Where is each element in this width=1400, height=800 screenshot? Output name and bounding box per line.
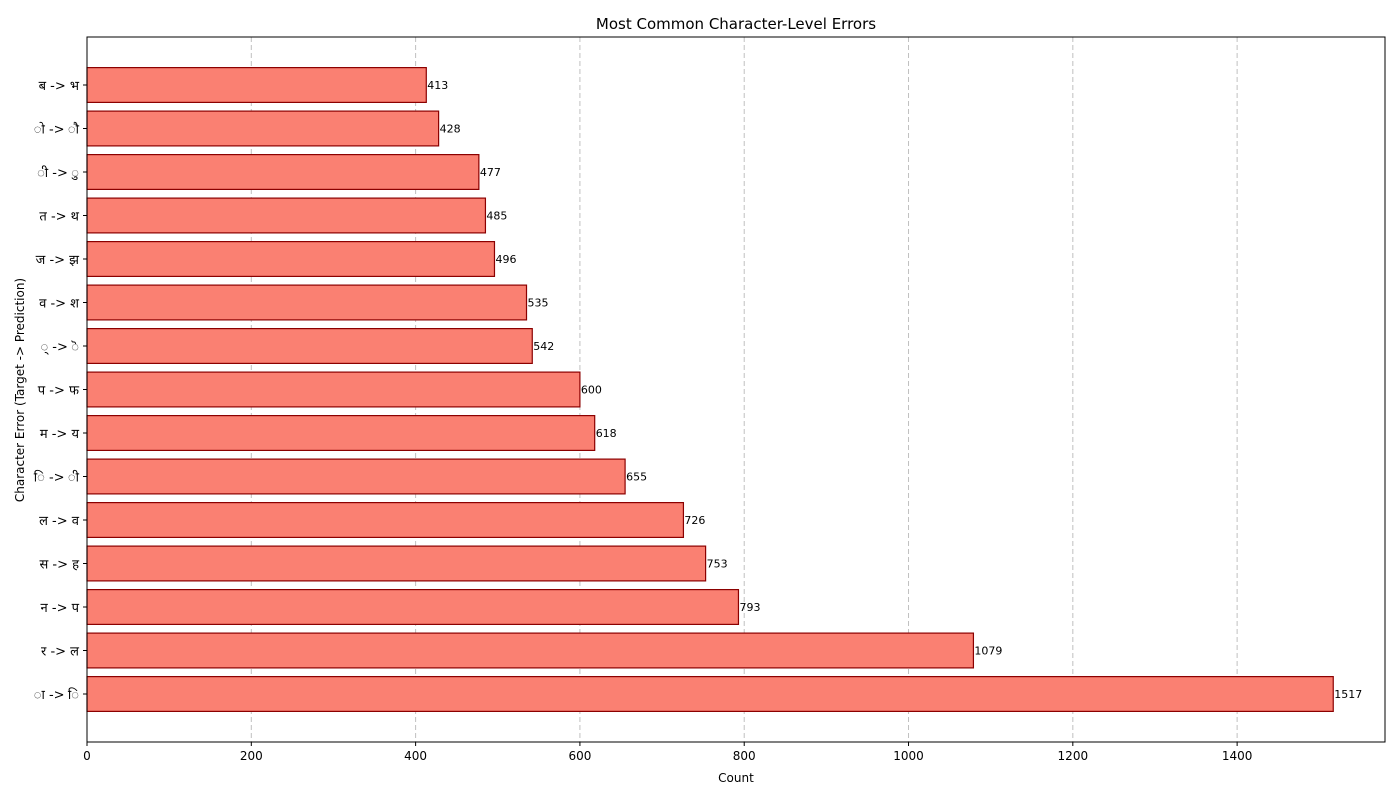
bar <box>86 588 740 625</box>
bar <box>86 502 685 539</box>
bar-value-label: 753 <box>707 558 728 571</box>
bar <box>86 284 528 321</box>
bar-value-label: 655 <box>626 471 647 484</box>
category-label: ज -> झ <box>36 253 80 268</box>
bar <box>86 197 487 234</box>
chart-title: Most Common Character-Level Errors <box>596 15 876 33</box>
bar <box>86 632 975 669</box>
x-tick-label: 1200 <box>1058 749 1089 763</box>
bar-value-label: 618 <box>596 427 617 440</box>
bar <box>86 328 533 365</box>
category-label: ब -> भ <box>39 79 80 94</box>
bar-value-label: 413 <box>427 79 448 92</box>
x-axis-label: Count <box>718 771 754 785</box>
category-label: ी -> ु <box>37 165 79 181</box>
bar-value-label: 485 <box>486 210 507 223</box>
category-label: ् -> ॆ <box>40 340 79 355</box>
bar <box>86 675 1334 712</box>
category-label: ल -> व <box>39 514 80 529</box>
y-axis-ticks: ा -> ि र -> ल न -> प स -> ह ल -> वि -> ी म ->… <box>34 79 87 703</box>
x-tick-label: 1000 <box>893 749 924 763</box>
bars <box>86 66 1334 712</box>
category-label: ा -> ि <box>34 687 80 703</box>
bar-value-label: 428 <box>440 123 461 136</box>
category-label: त -> थ <box>39 210 79 225</box>
bar-value-label: 793 <box>739 601 760 614</box>
bar-value-label: 542 <box>533 340 554 353</box>
bar-value-label: 477 <box>480 166 501 179</box>
x-tick-label: 1400 <box>1222 749 1253 763</box>
bar <box>86 110 440 147</box>
bar-value-label: 726 <box>684 514 705 527</box>
bar <box>86 371 581 408</box>
category-label: ि -> ी <box>34 470 80 486</box>
bar <box>86 241 496 278</box>
category-label: स -> ह <box>39 558 80 573</box>
bar-value-label: 1079 <box>974 645 1002 658</box>
bar-value-label: 600 <box>581 384 602 397</box>
x-tick-label: 0 <box>83 749 91 763</box>
bar-value-label: 535 <box>528 297 549 310</box>
y-axis-label: Character Error (Target -> Prediction) <box>13 278 27 502</box>
category-label: प -> फ <box>38 384 80 399</box>
bar <box>86 66 427 103</box>
bar-value-label: 1517 <box>1334 688 1362 701</box>
bar <box>86 415 596 452</box>
category-label: न -> प <box>41 601 80 616</box>
value-labels: 1517 1079 793 753 726 655 618 600 542 535 496 485 47… <box>427 79 1362 701</box>
category-label: व -> श <box>39 297 80 312</box>
bar <box>86 545 707 582</box>
category-label: म -> य <box>40 427 80 442</box>
x-tick-label: 600 <box>568 749 591 763</box>
x-tick-label: 800 <box>733 749 756 763</box>
x-tick-label: 400 <box>404 749 427 763</box>
category-label: ो -> ौ <box>34 122 80 138</box>
x-axis-ticks: 0 200 400 600 800 1000 1200 1400 <box>83 742 1252 763</box>
bar <box>86 154 480 191</box>
bar <box>86 458 626 495</box>
bar-value-label: 496 <box>495 253 516 266</box>
category-label: र -> ल <box>41 645 79 660</box>
x-tick-label: 200 <box>240 749 263 763</box>
